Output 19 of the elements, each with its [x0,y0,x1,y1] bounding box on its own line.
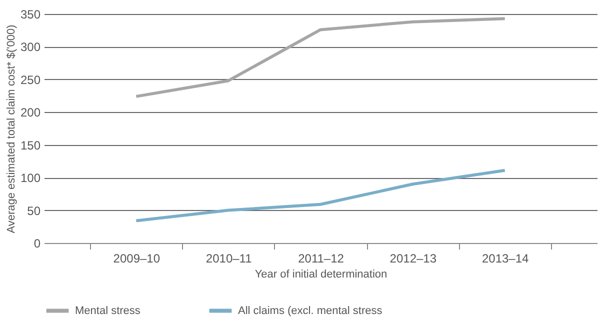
y-tick-label: 350 [20,8,41,22]
x-tick-label: 2011–12 [298,252,344,266]
line-series [134,168,506,222]
y-tick-label: 150 [20,138,41,152]
x-tick-label: 2010–11 [206,252,252,266]
x-tick-label: 2012–13 [390,252,437,266]
y-tick-label: 100 [20,171,41,186]
y-tick-label: 300 [20,40,41,54]
x-tick-label: 2009–10 [113,252,160,266]
legend-label: All claims (excl. mental stress [238,304,383,317]
legend-label: Mental stress [75,304,141,317]
x-axis-title: Year of initial determination [254,268,388,280]
y-tick-label: 50 [27,204,41,218]
y-tick-label: 250 [20,72,41,87]
line-series [134,17,506,98]
x-tick-label: 2013–14 [482,252,530,266]
y-tick-label: 0 [34,236,41,250]
y-tick-label: 200 [20,106,41,120]
y-axis-title: Average estimated total claim cost* $('000) [5,24,18,234]
